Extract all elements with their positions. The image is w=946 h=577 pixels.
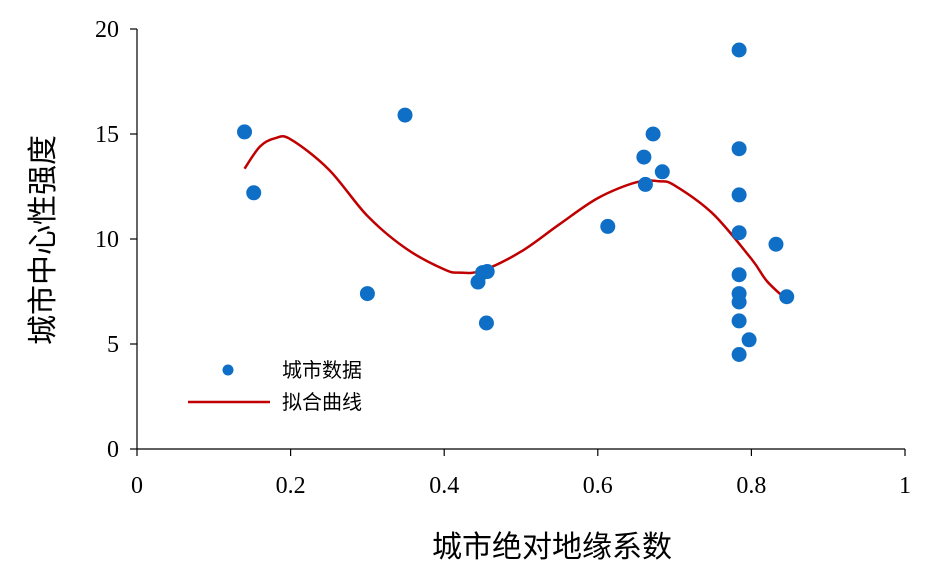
x-tick-label: 0.8 xyxy=(736,473,766,499)
scatter-point xyxy=(636,149,652,165)
legend: 城市数据 拟合曲线 xyxy=(188,358,362,414)
fit-curve xyxy=(243,135,788,301)
scatter-point xyxy=(397,107,413,123)
x-tick-label: 0.6 xyxy=(583,473,613,499)
scatter-point xyxy=(237,124,253,140)
scatter-point xyxy=(479,264,495,280)
y-tick-label: 5 xyxy=(107,332,119,358)
scatter-point xyxy=(637,176,653,192)
scatter-point xyxy=(731,42,747,58)
x-tick-label: 0.4 xyxy=(429,473,459,499)
x-axis-title: 城市绝对地缘系数 xyxy=(432,530,672,565)
scatter-point xyxy=(654,164,670,180)
scatter-point xyxy=(768,236,784,252)
y-tick-label: 20 xyxy=(95,17,119,43)
scatter-point xyxy=(731,141,747,157)
y-axis-title: 城市中心性强度 xyxy=(26,135,61,345)
x-tick-label: 0 xyxy=(131,473,143,499)
plot-area xyxy=(237,42,795,362)
scatter-point xyxy=(731,267,747,283)
scatter-point xyxy=(731,313,747,329)
y-tick-label: 15 xyxy=(95,122,119,148)
x-tick-label: 0.2 xyxy=(276,473,306,499)
scatter-point xyxy=(246,185,262,201)
scatter-point xyxy=(359,286,375,302)
scatter-point xyxy=(645,126,661,142)
legend-scatter-marker xyxy=(222,364,234,376)
y-tick-label: 10 xyxy=(95,227,119,253)
y-tick-label: 0 xyxy=(107,437,119,463)
scatter-point xyxy=(731,225,747,241)
scatter-point xyxy=(741,332,757,348)
scatter-point xyxy=(731,187,747,203)
legend-label-line: 拟合曲线 xyxy=(282,390,362,414)
scatter-point xyxy=(478,315,494,331)
legend-label-scatter: 城市数据 xyxy=(282,358,362,382)
scatter-point xyxy=(731,294,747,310)
scatter-point xyxy=(731,347,747,362)
x-tick-label: 1 xyxy=(899,473,911,499)
scatter-point xyxy=(779,289,795,305)
scatter-point xyxy=(600,218,616,234)
